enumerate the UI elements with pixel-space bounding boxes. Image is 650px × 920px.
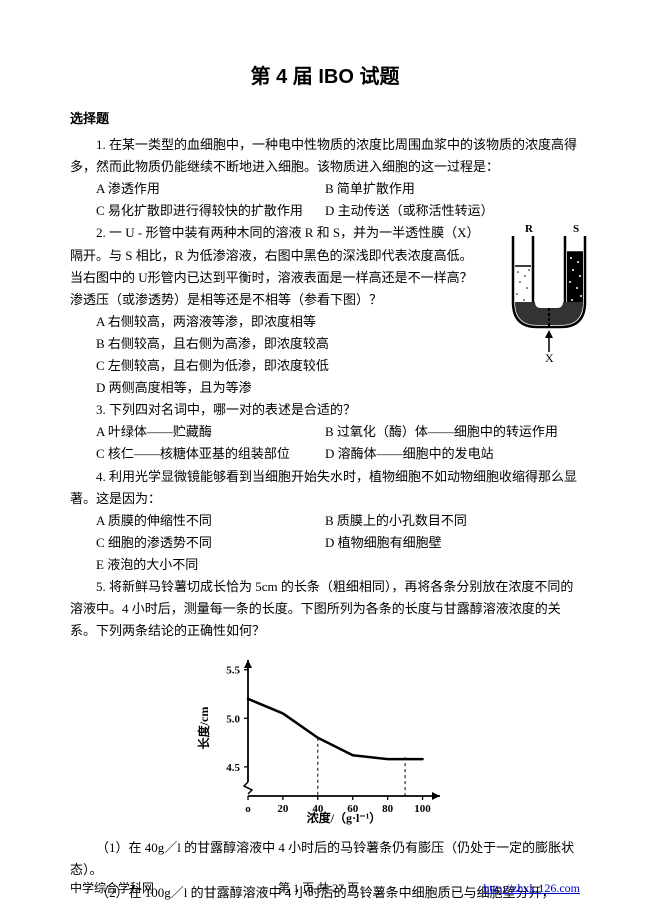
- footer-link[interactable]: http://zhxk.126.com: [483, 878, 580, 898]
- q1-opt-b: B 简单扩散作用: [325, 178, 580, 200]
- q1-text: 1. 在某一类型的血细胞中，一种电中性物质的浓度比周围血浆中的该物质的浓度高得多…: [70, 134, 580, 178]
- length-vs-concentration-chart: 4.55.05.5o20406080100长度/cm浓度/（g·l⁻¹）: [70, 648, 580, 835]
- svg-text:5.5: 5.5: [226, 665, 240, 677]
- svg-text:20: 20: [277, 803, 289, 815]
- q2-opt-c: C 左侧较高，且右侧为低渗，即浓度较低: [70, 355, 580, 377]
- q4-opt-b: B 质膜上的小孔数目不同: [325, 510, 580, 532]
- svg-text:100: 100: [414, 803, 431, 815]
- q3-opt-c: C 核仁——核糖体亚基的组装部位: [70, 443, 325, 465]
- page-footer: 中学综合学科网 第 1 页 共 27 页 http://zhxk.126.com: [70, 878, 580, 898]
- q1-opt-d: D 主动传送（或称活性转运）: [325, 200, 580, 222]
- svg-text:长度/cm: 长度/cm: [196, 707, 211, 750]
- q4-opt-d: D 植物细胞有细胞壁: [325, 532, 580, 554]
- svg-text:80: 80: [382, 803, 394, 815]
- q4-opt-e: E 液泡的大小不同: [70, 554, 580, 576]
- q2-text: 2. 一 U - 形管中装有两种木同的溶液 R 和 S，并为一半透性膜（X）隔开…: [70, 222, 580, 310]
- q2-opt-b: B 右侧较高，且右侧为高渗，即浓度较高: [70, 333, 580, 355]
- section-header: 选择题: [70, 108, 580, 130]
- u-tube-diagram: R S: [505, 222, 600, 369]
- svg-text:o: o: [245, 803, 251, 815]
- label-s: S: [573, 223, 579, 235]
- svg-text:5.0: 5.0: [226, 714, 240, 726]
- q4-opt-a: A 质膜的伸缩性不同: [70, 510, 325, 532]
- q4-opt-c: C 细胞的渗透势不同: [70, 532, 325, 554]
- q1-opt-c: C 易化扩散即进行得较快的扩散作用: [70, 200, 325, 222]
- footer-center: 第 1 页 共 27 页: [278, 878, 359, 898]
- q5-sub1: （1）在 40g／l 的甘露醇溶液中 4 小时后的马铃薯条仍有膨压（仍处于一定的…: [70, 837, 580, 881]
- q3-text: 3. 下列四对名词中，哪一对的表述是合适的？: [70, 399, 580, 421]
- q3-opt-d: D 溶酶体——细胞中的发电站: [325, 443, 580, 465]
- q3-opt-b: B 过氧化（酶）体——细胞中的转运作用: [325, 421, 580, 443]
- svg-text:4.5: 4.5: [226, 762, 240, 774]
- svg-text:浓度/（g·l⁻¹）: 浓度/（g·l⁻¹）: [307, 810, 382, 825]
- footer-left: 中学综合学科网: [70, 878, 154, 898]
- page-title: 第 4 届 IBO 试题: [70, 60, 580, 94]
- q3-opt-a: A 叶绿体——贮藏酶: [70, 421, 325, 443]
- q2-opt-d: D 两侧高度相等，且为等渗: [70, 377, 580, 399]
- q4-text: 4. 利用光学显微镜能够看到当细胞开始失水时，植物细胞不如动物细胞收缩得那么显著…: [70, 466, 580, 510]
- q1-opt-a: A 渗透作用: [70, 178, 325, 200]
- label-r: R: [525, 223, 534, 235]
- q5-text: 5. 将新鲜马铃薯切成长恰为 5cm 的长条（粗细相同），再将各条分别放在浓度不…: [70, 576, 580, 642]
- label-x: X: [545, 351, 554, 362]
- q2-opt-a: A 右侧较高，两溶液等渗，即浓度相等: [70, 311, 580, 333]
